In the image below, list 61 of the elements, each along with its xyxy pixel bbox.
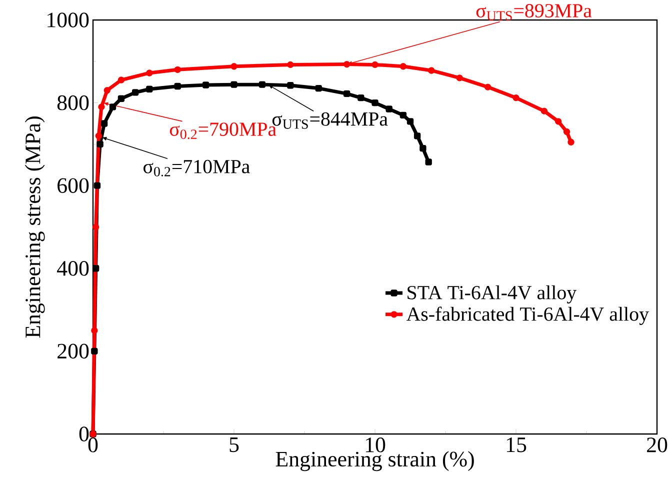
point [146, 70, 153, 76]
point [400, 63, 407, 70]
y-tick-label: 200 [58, 344, 89, 359]
point [104, 87, 110, 94]
point [230, 81, 238, 88]
point [400, 112, 407, 119]
point [540, 108, 548, 114]
y-axis-title: Engineering stress (MPa) [24, 116, 45, 338]
y-tick-label: 800 [57, 95, 89, 110]
point [174, 82, 181, 90]
point [343, 60, 350, 68]
point [414, 132, 421, 140]
point [202, 82, 210, 88]
point [287, 61, 294, 68]
y-tick-label: 400 [57, 260, 89, 276]
point [372, 99, 378, 106]
y-tick-label: 600 [58, 178, 89, 193]
point [425, 158, 432, 166]
x-axis-title: Engineering strain (%) [276, 451, 474, 472]
point [146, 86, 153, 92]
point [91, 327, 98, 334]
point [132, 89, 139, 96]
point [568, 138, 574, 146]
point [94, 182, 101, 189]
x-tick-label: 15 [506, 438, 526, 452]
x-tick-label: 10 [366, 438, 386, 452]
point [230, 63, 238, 70]
point [386, 106, 392, 112]
point [98, 104, 105, 110]
point [96, 140, 104, 148]
point [456, 74, 463, 82]
point [554, 118, 562, 125]
annotation: σ$_{UTS}$=893MPa [476, 4, 592, 21]
point [95, 132, 102, 140]
point [512, 94, 520, 102]
y-tick-label: 1000 [48, 12, 89, 28]
point [91, 348, 98, 355]
point [92, 224, 100, 230]
point [406, 118, 414, 125]
point [420, 144, 426, 152]
x-tick-label: 20 [647, 438, 668, 452]
point [315, 84, 322, 92]
point [118, 95, 125, 102]
point [484, 84, 492, 90]
point [118, 76, 125, 84]
point [287, 82, 294, 89]
point [92, 265, 100, 272]
point [174, 66, 181, 74]
y-tick-label: 0 [79, 426, 89, 442]
legend-label: STA Ti-6Al-4V alloy [408, 285, 577, 304]
point [372, 61, 378, 68]
point [428, 67, 435, 74]
point [258, 81, 266, 88]
point [109, 104, 116, 110]
point [563, 128, 570, 136]
point [100, 120, 108, 127]
point [343, 90, 350, 98]
x-tick-label: 5 [230, 437, 239, 452]
annotation: σ$_{0.2}$=710MPa [144, 160, 250, 176]
point [358, 94, 364, 102]
legend-label: As-fabricated Ti-6Al-4V alloy [406, 306, 649, 325]
